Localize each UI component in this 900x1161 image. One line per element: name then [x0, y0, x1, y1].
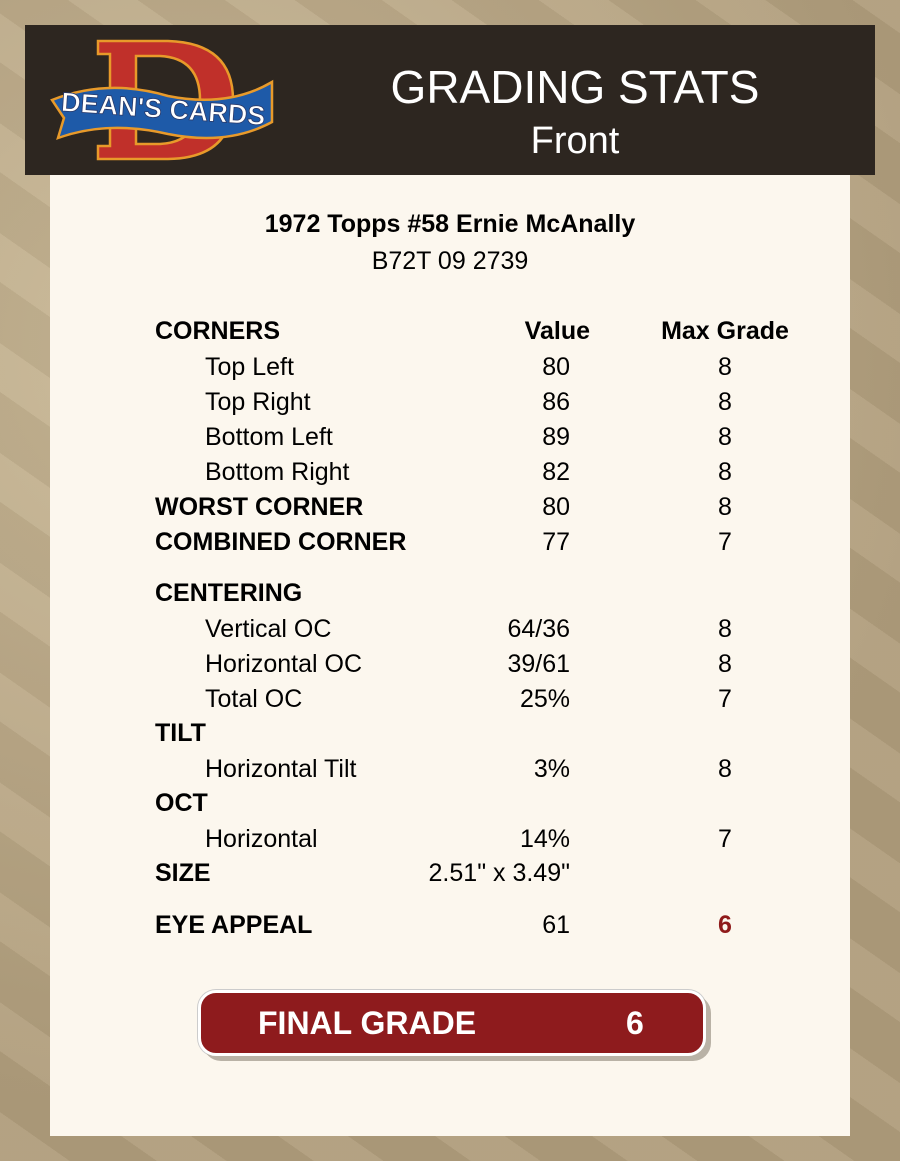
stat-row: Horizontal Tilt 3% 8 [0, 755, 900, 785]
stat-max-grade: 7 [718, 685, 732, 713]
stat-label: Top Left [205, 353, 294, 381]
stat-value: 89 [542, 423, 570, 451]
stat-row: Horizontal 14% 7 [0, 825, 900, 855]
value-column-header: Value [524, 317, 590, 345]
deans-cards-logo: DEAN'S CARDS [50, 39, 274, 161]
final-grade-value: 6 [626, 1005, 644, 1041]
stat-label: Vertical OC [205, 615, 332, 643]
stat-value: 64/36 [507, 615, 570, 643]
stat-label: WORST CORNER [155, 493, 364, 521]
stat-max-grade: 6 [718, 911, 732, 939]
stat-label: CENTERING [155, 579, 303, 607]
stat-label: Horizontal OC [205, 650, 362, 678]
final-grade-label: FINAL GRADE [258, 1005, 477, 1041]
stat-value: 77 [542, 528, 570, 556]
max-grade-column-header: Max Grade [661, 317, 789, 345]
stat-label: COMBINED CORNER [155, 528, 407, 556]
stat-row: Top Right 86 8 [0, 388, 900, 418]
stat-label: Bottom Right [205, 458, 350, 486]
stat-row: Top Left 80 8 [0, 353, 900, 383]
stat-label: SIZE [155, 859, 211, 887]
stat-row: CENTERING [0, 579, 900, 609]
stat-value: 82 [542, 458, 570, 486]
stat-label: Horizontal Tilt [205, 755, 357, 783]
stat-label: Bottom Left [205, 423, 333, 451]
stat-max-grade: 8 [718, 650, 732, 678]
stat-row: Vertical OC 64/36 8 [0, 615, 900, 645]
stat-value: 3% [533, 755, 570, 783]
stat-label: Total OC [205, 685, 303, 713]
stat-row: TILT [0, 719, 900, 749]
stat-label: TILT [155, 719, 206, 747]
stat-row: Horizontal OC 39/61 8 [0, 650, 900, 680]
stat-label: Horizontal [205, 825, 318, 853]
stat-value: 80 [542, 353, 570, 381]
stat-max-grade: 8 [718, 423, 732, 451]
stat-value: 80 [542, 493, 570, 521]
page-subtitle: Front [530, 120, 620, 162]
stat-row: EYE APPEAL 61 6 [0, 911, 900, 941]
final-grade-banner: FINAL GRADE 6 [198, 990, 706, 1056]
stat-row: WORST CORNER 80 8 [0, 493, 900, 523]
stat-value: 86 [542, 388, 570, 416]
stat-label: CORNERS [155, 317, 281, 345]
stat-value: 61 [542, 911, 570, 939]
stat-row: Total OC 25% 7 [0, 685, 900, 715]
stat-row: SIZE 2.51" x 3.49" [0, 859, 900, 889]
stat-max-grade: 8 [718, 755, 732, 783]
stat-row: Bottom Left 89 8 [0, 423, 900, 453]
stat-max-grade: 8 [718, 493, 732, 521]
stat-label: OCT [155, 789, 208, 817]
stat-value: 39/61 [507, 650, 570, 678]
card-name: 1972 Topps #58 Ernie McAnally [264, 210, 636, 238]
stat-row: CORNERS Value Max Grade [0, 317, 900, 347]
stats-panel [50, 175, 850, 1136]
stat-max-grade: 7 [718, 825, 732, 853]
stat-label: Top Right [205, 388, 311, 416]
stat-max-grade: 8 [718, 388, 732, 416]
page-title: GRADING STATS [390, 61, 760, 113]
stat-max-grade: 8 [718, 458, 732, 486]
stat-row: Bottom Right 82 8 [0, 458, 900, 488]
card-code: B72T 09 2739 [371, 247, 529, 275]
stat-value: 14% [519, 825, 570, 853]
stat-max-grade: 7 [718, 528, 732, 556]
stat-max-grade: 8 [718, 615, 732, 643]
stat-max-grade: 8 [718, 353, 732, 381]
stat-label: EYE APPEAL [155, 911, 313, 939]
stat-row: OCT [0, 789, 900, 819]
stat-value: 25% [519, 685, 570, 713]
stat-value: 2.51" x 3.49" [428, 859, 570, 887]
stat-row: COMBINED CORNER 77 7 [0, 528, 900, 558]
